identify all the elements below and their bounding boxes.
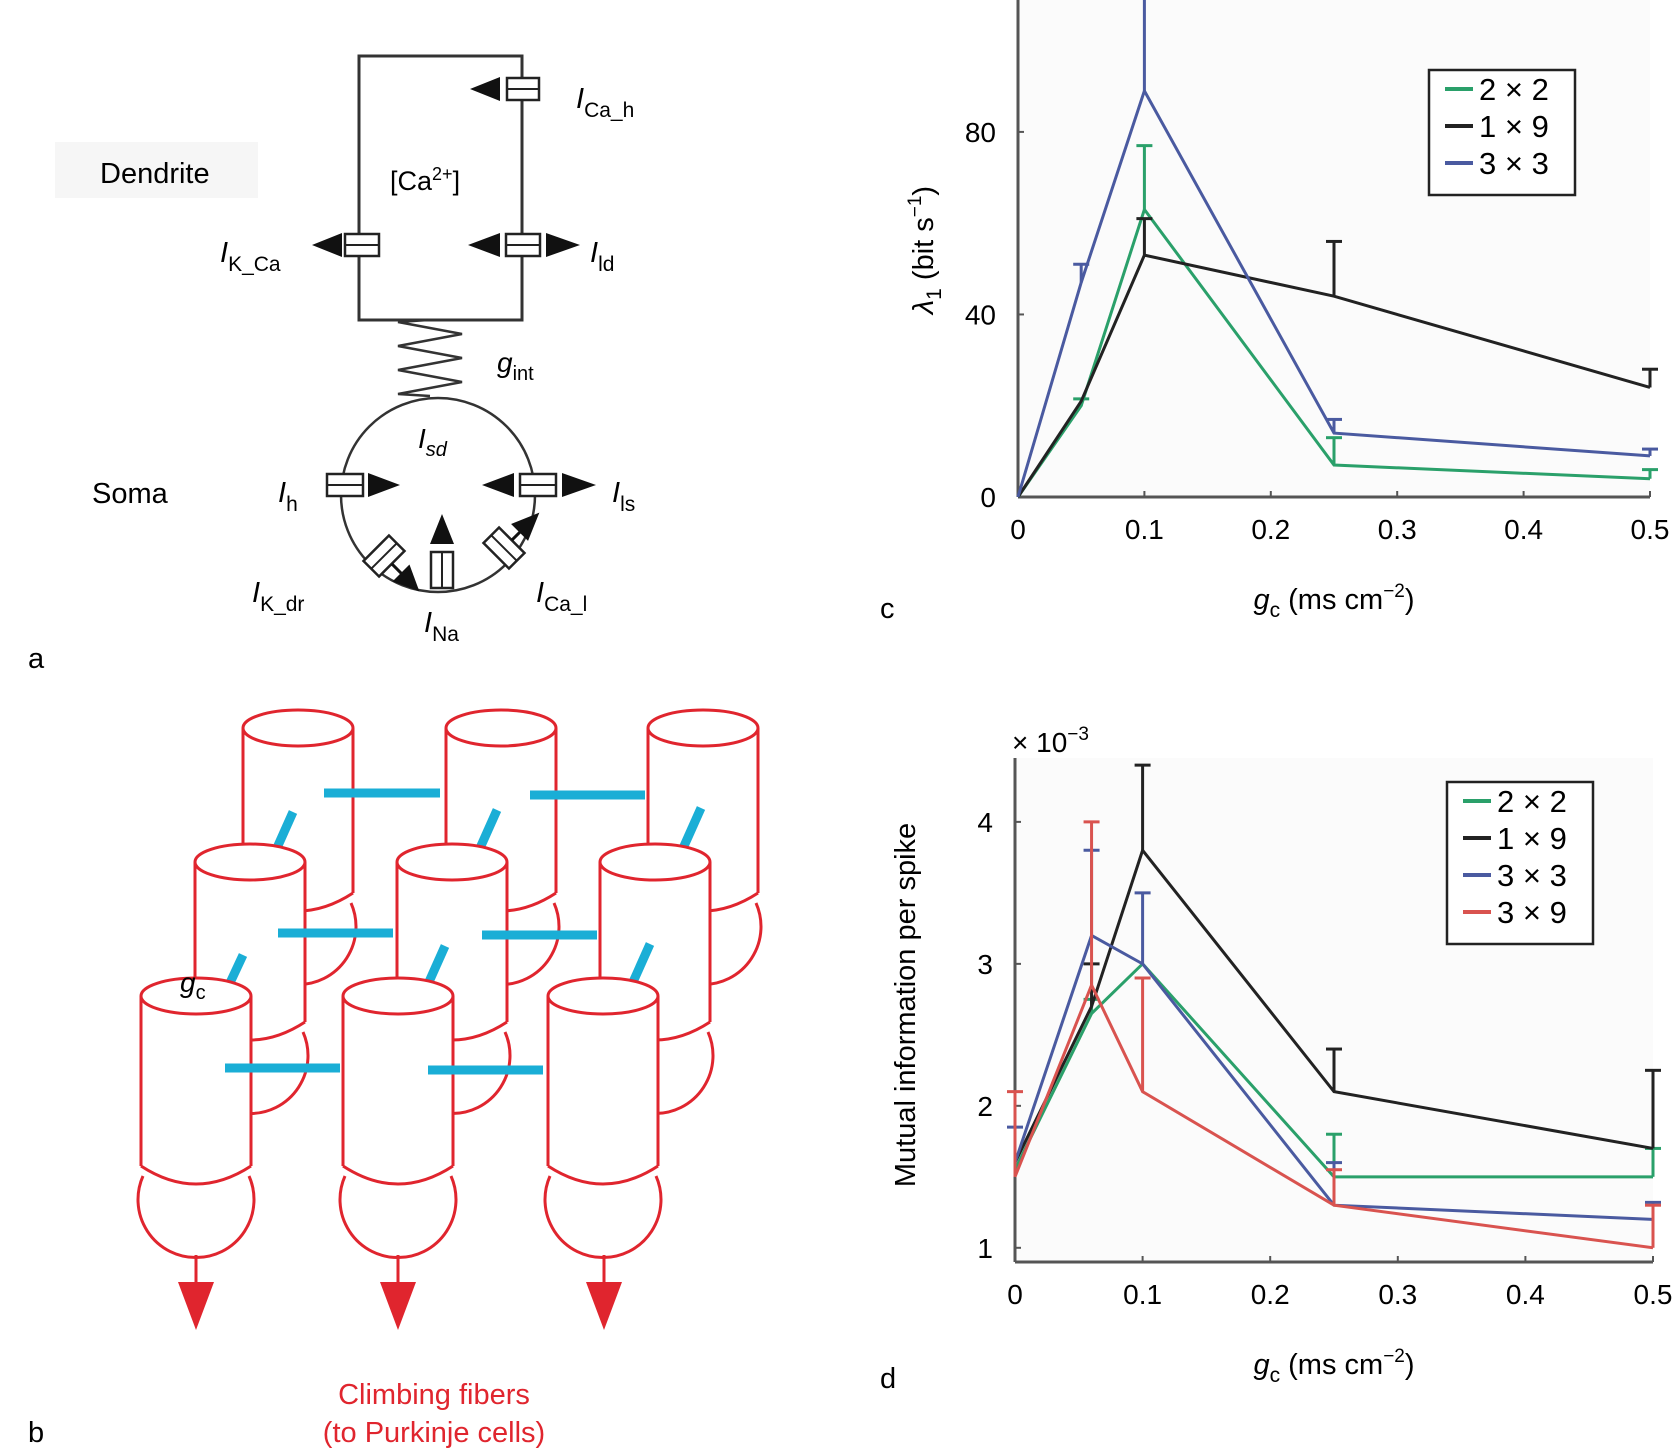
x-tick-label: 0.2 xyxy=(1251,1279,1290,1310)
y-tick-label: 0 xyxy=(980,482,996,513)
y-tick-label: 1 xyxy=(977,1233,993,1264)
ca-l-label: ICa_l xyxy=(536,577,587,616)
cell-soma xyxy=(136,1175,256,1259)
legend: 2 × 21 × 93 × 3 xyxy=(1427,68,1577,197)
legend-label: 1 × 9 xyxy=(1479,109,1549,144)
cell-top xyxy=(444,708,558,748)
cell-soma xyxy=(338,1175,458,1259)
chart-d-mutual-information: 0 0.1 0.2 0.3 0.4 0.5 1 2 3 4 2 × 21 × 93 × 33 × 9… xyxy=(890,724,1672,1387)
svg-text:Ils: Ils xyxy=(612,477,635,516)
y-tick-label: 3 xyxy=(977,949,993,980)
cell-top xyxy=(193,842,307,882)
legend-label: 3 × 9 xyxy=(1497,895,1567,930)
x-tick-label: 0 xyxy=(1010,514,1026,545)
x-tick-label: 0.4 xyxy=(1506,1279,1545,1310)
legend-label: 1 × 9 xyxy=(1497,821,1567,856)
x-tick-label: 0.1 xyxy=(1123,1279,1162,1310)
series-22 xyxy=(1016,144,1658,498)
x-tick-label: 0.2 xyxy=(1251,514,1290,545)
cell-body-wall xyxy=(546,996,660,1166)
soma-current-label: Isd xyxy=(418,423,448,461)
na-label: INa xyxy=(424,607,459,646)
cell-bottom-rim xyxy=(342,1164,454,1186)
channel-ca-l xyxy=(481,512,540,571)
cell-top xyxy=(395,842,509,882)
k-dr-label: IK_dr xyxy=(252,577,304,616)
y-axis-label: Mutual information per spike xyxy=(890,823,922,1187)
cell-body-wall xyxy=(139,996,253,1166)
panel-label-d: d xyxy=(880,1363,896,1395)
channel-ls: Ils xyxy=(482,472,635,516)
cell-top xyxy=(598,842,712,882)
svg-text:Ih: Ih xyxy=(278,477,298,516)
channel-na xyxy=(429,514,455,590)
y-tick-label: 80 xyxy=(965,117,996,148)
legend: 2 × 21 × 93 × 33 × 9 xyxy=(1445,780,1595,946)
climbing-fiber-arrow-icon xyxy=(178,1282,214,1330)
y-tick-label: 40 xyxy=(965,299,996,330)
cell-bottom-rim xyxy=(547,1164,659,1186)
cell-top xyxy=(139,976,253,1016)
dendrite-compartment xyxy=(357,54,524,322)
x-axis-label: gc (ms cm−2) xyxy=(1253,581,1414,622)
x-tick-label: 0.3 xyxy=(1378,514,1417,545)
cell-bottom-rim xyxy=(140,1164,252,1186)
panel-label-a: a xyxy=(28,643,45,675)
channel-k-dr xyxy=(361,533,420,592)
panel-label-b: b xyxy=(28,1417,44,1449)
calcium-label: [Ca2+] xyxy=(390,164,460,196)
cell-top xyxy=(546,976,660,1016)
x-tick-label: 0.1 xyxy=(1125,514,1164,545)
cell-7 xyxy=(338,976,458,1259)
cell-soma xyxy=(543,1175,663,1259)
x-axis-label: gc (ms cm−2) xyxy=(1253,1346,1414,1387)
dendrite-label-bg xyxy=(55,142,258,198)
arrow-out-icon xyxy=(312,233,342,257)
coupling-spring xyxy=(397,318,463,398)
series-33 xyxy=(1016,0,1658,498)
channel-ld: Ild xyxy=(468,232,614,276)
x-tick-label: 0 xyxy=(1007,1279,1023,1310)
g-int-label: gint xyxy=(497,347,534,385)
y-scale-factor: × 10−3 xyxy=(1012,724,1089,758)
y-tick-label: 4 xyxy=(977,807,993,838)
series-19 xyxy=(1016,217,1658,498)
cell-top xyxy=(341,976,455,1016)
soma-label: Soma xyxy=(92,478,169,510)
legend-label: 3 × 3 xyxy=(1479,146,1549,181)
legend-label: 2 × 2 xyxy=(1497,784,1567,819)
climbing-fibers-caption-line1: Climbing fibers xyxy=(338,1379,530,1411)
legend-label: 3 × 3 xyxy=(1497,858,1567,893)
climbing-fiber-arrow-icon xyxy=(586,1282,622,1330)
svg-text:IK_Ca: IK_Ca xyxy=(220,237,281,276)
channel-k-ca: IK_Ca xyxy=(220,232,381,276)
legend-label: 2 × 2 xyxy=(1479,72,1549,107)
legend-box xyxy=(1445,780,1595,946)
gc-label: gc xyxy=(180,967,206,1004)
y-axis-label: λ1 (bit s−1) xyxy=(905,186,946,316)
y-tick-label: 2 xyxy=(977,1091,993,1122)
series-39 xyxy=(1007,820,1661,1250)
panel-b-cell-network xyxy=(136,708,763,1330)
x-tick-label: 0.3 xyxy=(1378,1279,1417,1310)
climbing-fiber-arrow-icon xyxy=(380,1282,416,1330)
cell-top xyxy=(646,708,760,748)
dendrite-label: Dendrite xyxy=(100,158,210,190)
cell-top xyxy=(241,708,355,748)
channel-ca-h: ICa_h xyxy=(470,76,634,122)
x-tick-label: 0.4 xyxy=(1504,514,1543,545)
svg-text:Ild: Ild xyxy=(590,237,614,276)
climbing-fibers-caption-line2: (to Purkinje cells) xyxy=(323,1417,545,1449)
cell-body-wall xyxy=(341,996,455,1166)
panel-label-c: c xyxy=(880,593,895,625)
chart-c-lyapunov: 0 0.1 0.2 0.3 0.4 0.5 0 40 80 2 × 21 × 93 × 3 gc (… xyxy=(905,0,1669,622)
panel-a-neuron-model: Dendrite Soma [Ca2+] gint Isd ICa_h IK_C… xyxy=(55,54,635,646)
arrow-in-icon xyxy=(470,77,500,101)
channel-h: Ih xyxy=(278,472,400,516)
x-tick-label: 0.5 xyxy=(1634,1279,1673,1310)
x-tick-label: 0.5 xyxy=(1631,514,1670,545)
svg-text:ICa_h: ICa_h xyxy=(576,83,634,122)
